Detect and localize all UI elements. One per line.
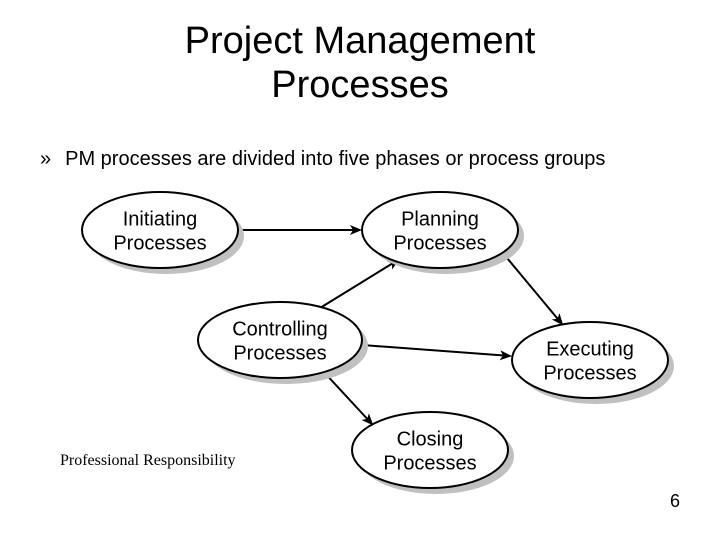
node-planning: Planning Processes	[362, 192, 524, 274]
node-label-1: Closing	[397, 428, 464, 450]
node-closing: Closing Processes	[352, 412, 514, 494]
node-label-2: Processes	[393, 232, 486, 254]
node-controlling: Controlling Processes	[198, 302, 368, 384]
title-line-1: Project Management	[185, 20, 536, 62]
footer-text: Professional Responsibility	[60, 452, 236, 470]
page-title: Project Management Processes	[0, 20, 720, 107]
edge-controlling-executing	[362, 345, 510, 356]
node-executing: Executing Processes	[512, 322, 674, 404]
node-label-2: Processes	[113, 232, 206, 254]
edge-controlling-planning	[320, 260, 398, 308]
node-label-2: Processes	[233, 342, 326, 364]
node-label-2: Processes	[383, 452, 476, 474]
bullet-text: PM processes are divided into five phase…	[65, 148, 605, 171]
node-label-1: Controlling	[232, 318, 328, 340]
node-label-1: Executing	[546, 338, 634, 360]
title-line-2: Processes	[271, 64, 448, 106]
bullet-marker: »	[40, 148, 51, 171]
edge-planning-executing	[502, 252, 562, 324]
node-label-1: Planning	[401, 208, 479, 230]
node-label-1: Initiating	[123, 208, 198, 230]
bullet-item: » PM processes are divided into five pha…	[40, 148, 680, 171]
node-label-2: Processes	[543, 362, 636, 384]
page-number: 6	[670, 491, 680, 512]
node-initiating: Initiating Processes	[82, 192, 244, 274]
